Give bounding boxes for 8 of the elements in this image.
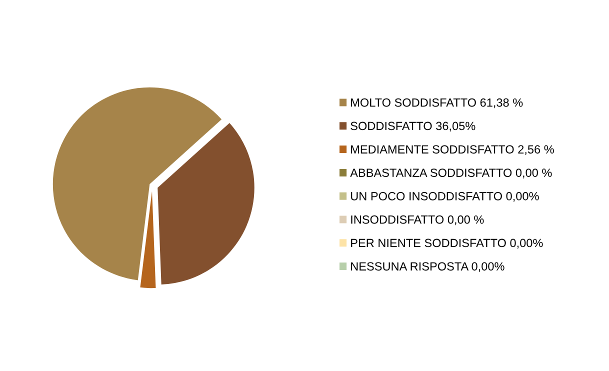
legend-label: MEDIAMENTE SODDISFATTO 2,56 % (351, 145, 554, 155)
legend-label: INSODDISFATTO 0,00 % (351, 215, 484, 226)
legend-label: ABBASTANZA SODDISFATTO 0,00 % (350, 168, 552, 178)
legend-label: PER NIENTE SODDISFATTO 0,00% (351, 238, 543, 249)
legend-label: MOLTO SODDISFATTO 61,38 % (351, 98, 523, 108)
legend-label: SODDISFATTO 36,05% (350, 122, 476, 132)
legend-label: NESSUNA RISPOSTA 0,00% (351, 262, 504, 272)
legend-label: UN POCO INSODDISFATTO 0,00% (351, 192, 539, 202)
